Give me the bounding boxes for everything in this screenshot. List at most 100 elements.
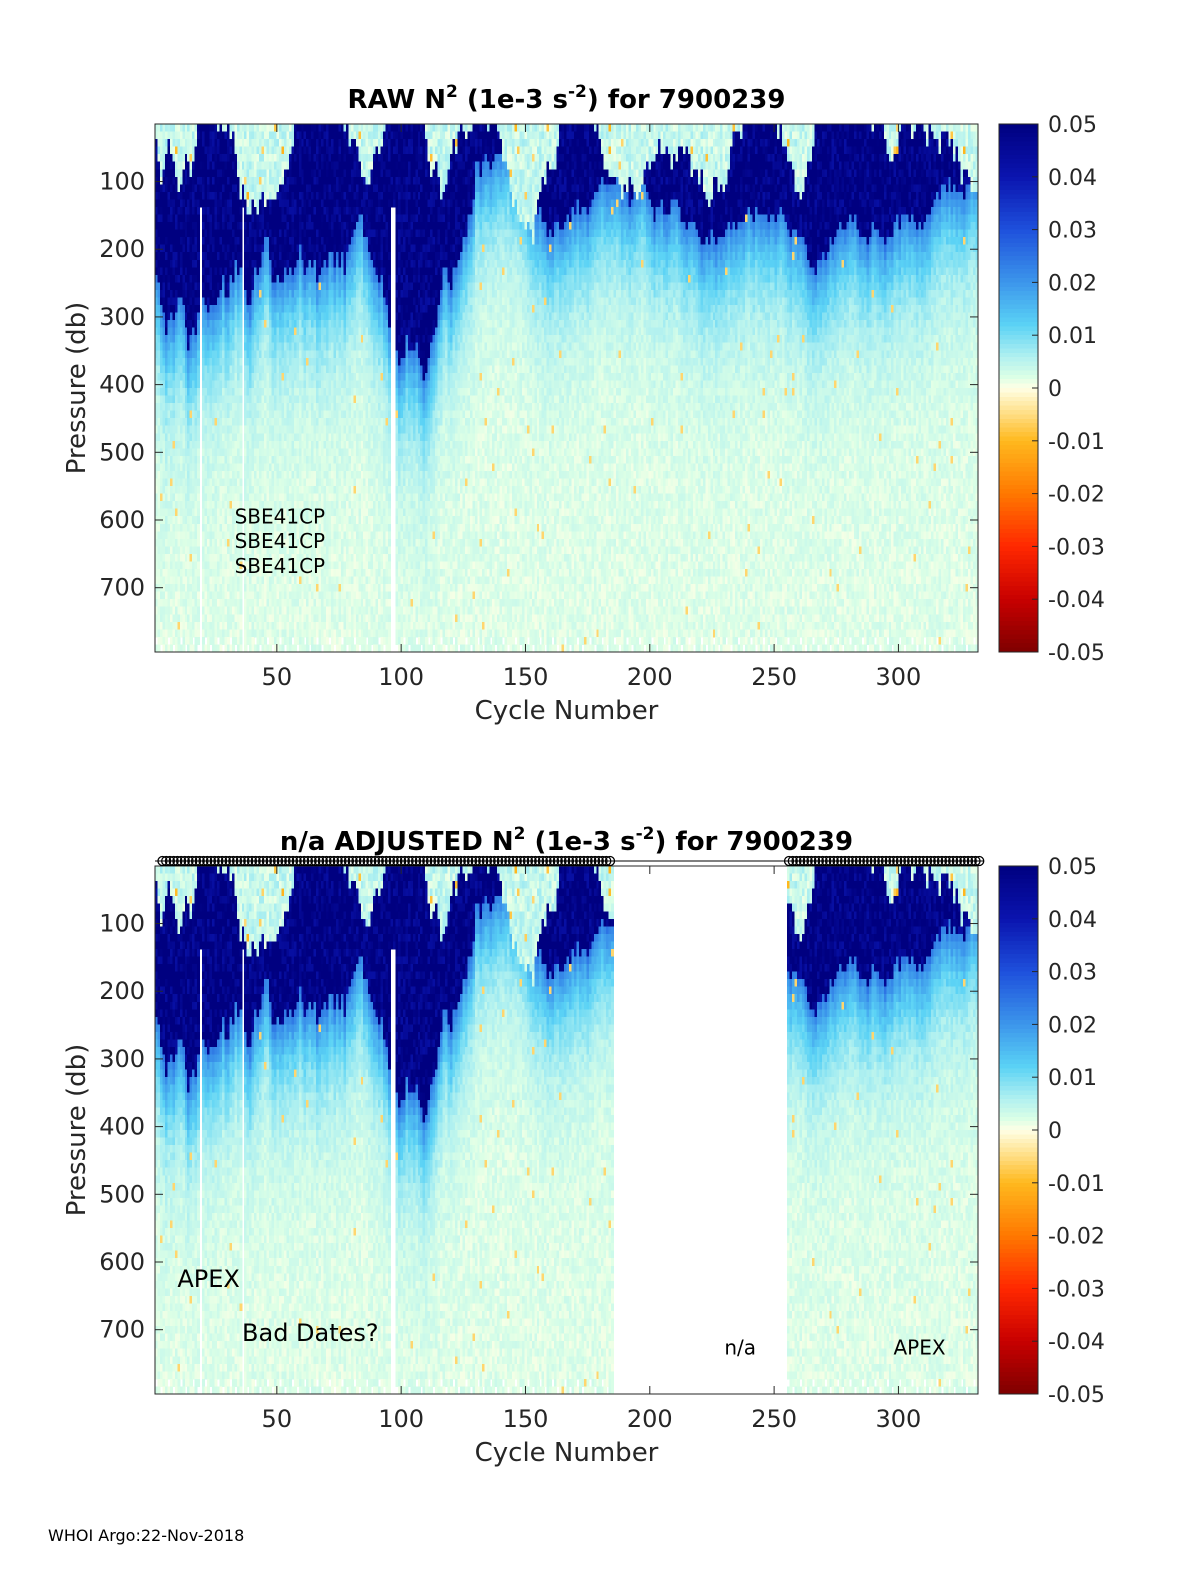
heatmap-cell (239, 388, 242, 396)
heatmap-cell (197, 411, 200, 419)
heatmap-cell (197, 456, 200, 464)
heatmap-cell (239, 448, 242, 456)
heatmap-cell (239, 320, 242, 328)
heatmap-cell (197, 629, 200, 637)
heatmap-cell (197, 584, 200, 592)
heatmap-cell (239, 222, 242, 230)
heatmap-cell (197, 569, 200, 577)
heatmap-cell (197, 373, 200, 381)
heatmap-cell (197, 479, 200, 487)
heatmap-cell (239, 463, 242, 471)
heatmap-cell (177, 637, 180, 645)
heatmap-cell (197, 320, 200, 328)
heatmap-cell (197, 260, 200, 268)
heatmap-cell (197, 328, 200, 336)
heatmap-cell (239, 418, 242, 426)
heatmap-cell (197, 252, 200, 260)
heatmap-cell (197, 441, 200, 449)
heatmap-cell (239, 479, 242, 487)
heatmap-cell (239, 380, 242, 388)
heatmap-cell (239, 456, 242, 464)
heatmap-cell (197, 365, 200, 373)
heatmap-cell (239, 599, 242, 607)
heatmap-cell (197, 275, 200, 283)
heatmap-cell (239, 373, 242, 381)
heatmap-cell (197, 539, 200, 547)
heatmap-cell (239, 260, 242, 268)
heatmap-cell (197, 230, 200, 238)
chart-panel-1: 50 100 150 200 250 300100200300400500600700Cy… (62, 82, 1105, 726)
heatmap-cell (239, 282, 242, 290)
heatmap-cell (197, 290, 200, 298)
heatmap-cell (197, 614, 200, 622)
heatmap-cell (239, 426, 242, 434)
heatmap-cell (197, 388, 200, 396)
heatmap-cell (190, 637, 193, 645)
heatmap-cell (197, 501, 200, 509)
heatmap-cell (239, 644, 242, 652)
heatmap-cell (197, 509, 200, 517)
heatmap-cell (170, 644, 173, 652)
heatmap-cell (197, 343, 200, 351)
heatmap-cell (239, 403, 242, 411)
heatmap-cell (239, 252, 242, 260)
heatmap-cell (197, 350, 200, 358)
heatmap-cell (239, 207, 242, 215)
heatmap-cell (239, 622, 242, 630)
heatmap-cell (239, 584, 242, 592)
heatmap-cell (239, 328, 242, 336)
heatmap-cell (239, 411, 242, 419)
heatmap-cell (239, 607, 242, 615)
heatmap-cell (244, 644, 247, 652)
heatmap-cell (232, 644, 235, 652)
heatmap-cell (239, 230, 242, 238)
heatmap-cell (197, 554, 200, 562)
heatmap-cell (197, 516, 200, 524)
heatmap-cell (197, 448, 200, 456)
heatmap-cell (197, 335, 200, 343)
heatmap-cell (239, 441, 242, 449)
heatmap-cell (197, 463, 200, 471)
heatmap-cell (197, 622, 200, 630)
heatmap-cell (197, 207, 200, 215)
heatmap-cell (239, 358, 242, 366)
heatmap-cell (197, 313, 200, 321)
heatmap-cell (239, 365, 242, 373)
heatmap-cell (197, 546, 200, 554)
heatmap-cell (197, 433, 200, 441)
heatmap-cell (195, 644, 198, 652)
heatmap-cell (197, 577, 200, 585)
heatmap-cell (197, 599, 200, 607)
heatmap-cell (197, 426, 200, 434)
heatmap-cell (197, 297, 200, 305)
heatmap-cell (197, 494, 200, 502)
heatmap-cell (239, 305, 242, 313)
heatmap-cell (197, 358, 200, 366)
heatmap-cell (165, 637, 168, 645)
heatmap-cell (197, 471, 200, 479)
heatmap-cell (197, 396, 200, 404)
heatmap-cell (239, 433, 242, 441)
heatmap-cell (239, 313, 242, 321)
heatmap-cell (239, 215, 242, 223)
heatmap-cell (239, 297, 242, 305)
heatmap-cell (197, 222, 200, 230)
heatmap-cell (197, 607, 200, 615)
heatmap-cell (239, 343, 242, 351)
heatmap-cell (239, 275, 242, 283)
heatmap-cell (197, 418, 200, 426)
heatmap-cell (197, 486, 200, 494)
heatmap-cell (197, 245, 200, 253)
heatmap-cell (197, 561, 200, 569)
heatmap-cell (227, 637, 230, 645)
heatmap-cell (219, 644, 222, 652)
heatmap-cell (239, 267, 242, 275)
heatmap-cell (239, 486, 242, 494)
heatmap-cell (197, 237, 200, 245)
heatmap-cell (197, 531, 200, 539)
heatmap-cell (182, 644, 185, 652)
heatmap-cell (197, 282, 200, 290)
heatmap-cell (239, 471, 242, 479)
heatmap-cell (197, 637, 200, 645)
